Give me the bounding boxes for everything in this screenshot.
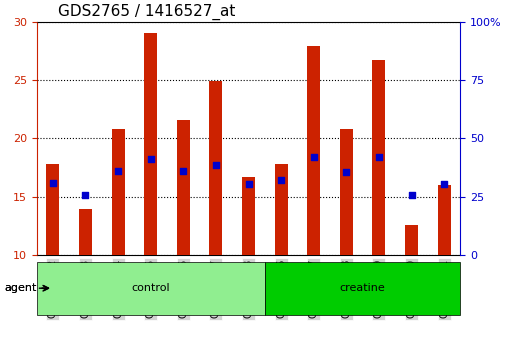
Bar xyxy=(79,210,92,255)
Text: GSM115526: GSM115526 xyxy=(276,259,285,318)
Point xyxy=(439,181,447,187)
Text: GSM115533: GSM115533 xyxy=(80,259,90,318)
Text: GSM115530: GSM115530 xyxy=(406,259,416,318)
Point xyxy=(341,169,349,175)
Text: GSM115528: GSM115528 xyxy=(341,259,350,318)
Point xyxy=(374,154,382,160)
Bar xyxy=(111,129,124,255)
Point xyxy=(407,193,415,198)
Point xyxy=(179,168,187,174)
Text: control: control xyxy=(131,283,170,293)
Text: GSM115538: GSM115538 xyxy=(243,259,253,318)
Point xyxy=(309,154,317,160)
Bar xyxy=(46,164,59,255)
Text: GSM115529: GSM115529 xyxy=(373,259,383,318)
Text: GSM115527: GSM115527 xyxy=(308,259,318,319)
FancyBboxPatch shape xyxy=(36,262,264,315)
Text: GSM115537: GSM115537 xyxy=(211,259,221,318)
Bar xyxy=(209,81,222,255)
Bar xyxy=(274,164,287,255)
Bar xyxy=(404,224,417,255)
Text: GDS2765 / 1416527_at: GDS2765 / 1416527_at xyxy=(58,4,235,21)
Text: GSM115531: GSM115531 xyxy=(438,259,448,318)
Bar xyxy=(307,46,320,255)
Point xyxy=(114,168,122,174)
FancyBboxPatch shape xyxy=(264,262,460,315)
Bar xyxy=(437,185,450,255)
Text: GSM115535: GSM115535 xyxy=(145,259,156,318)
Point xyxy=(48,180,57,185)
Point xyxy=(212,162,220,168)
Point xyxy=(244,181,252,187)
Bar xyxy=(241,177,255,255)
Text: agent: agent xyxy=(4,283,36,293)
Text: GSM115532: GSM115532 xyxy=(48,259,58,318)
Text: creatine: creatine xyxy=(339,283,385,293)
Text: GSM115534: GSM115534 xyxy=(113,259,123,318)
Point xyxy=(146,156,155,162)
Bar xyxy=(144,33,157,255)
Bar xyxy=(339,129,352,255)
Text: agent: agent xyxy=(4,283,48,293)
Point xyxy=(81,193,89,198)
Bar xyxy=(176,120,189,255)
Point xyxy=(277,177,285,183)
Text: GSM115536: GSM115536 xyxy=(178,259,188,318)
Bar xyxy=(372,60,385,255)
